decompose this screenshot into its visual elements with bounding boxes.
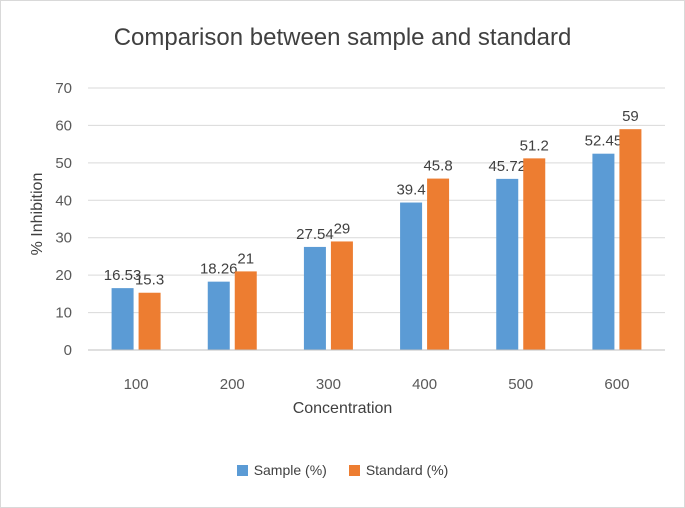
bar <box>400 202 423 350</box>
data-label: 15.3 <box>135 272 164 289</box>
x-axis-label: Concentration <box>292 400 393 417</box>
y-tick-label: 70 <box>55 80 72 97</box>
data-label: 29 <box>334 220 351 237</box>
y-tick-label: 10 <box>55 305 72 322</box>
x-tick-label: 300 <box>316 376 341 393</box>
bar <box>234 271 257 350</box>
data-label: 52.45 <box>585 133 623 150</box>
data-label: 51.2 <box>520 137 549 154</box>
bar <box>330 241 353 350</box>
data-label: 16.53 <box>104 267 142 284</box>
x-tick-label: 400 <box>412 376 437 393</box>
y-tick-label: 50 <box>55 155 72 172</box>
data-label: 45.72 <box>488 158 526 175</box>
bar <box>427 178 450 350</box>
y-tick-label: 30 <box>55 230 72 247</box>
legend-swatch-standard <box>348 464 360 476</box>
chart-title: Comparison between sample and standard <box>113 24 572 51</box>
bar <box>138 292 161 350</box>
bar <box>592 153 615 350</box>
legend-swatch-sample <box>236 464 248 476</box>
data-label: 59 <box>622 108 639 125</box>
legend-label-sample: Sample (%) <box>253 462 327 478</box>
data-label: 27.54 <box>296 226 334 243</box>
data-label: 45.8 <box>423 158 452 175</box>
legend-item-standard: Standard (%) <box>348 462 449 478</box>
x-tick-label: 200 <box>220 376 245 393</box>
legend: Sample (%) Standard (%) <box>0 462 685 478</box>
x-tick-label: 100 <box>124 376 149 393</box>
y-tick-label: 60 <box>55 117 72 134</box>
bar <box>111 288 134 350</box>
bar <box>619 129 642 350</box>
y-tick-label: 0 <box>64 342 72 359</box>
y-tick-label: 20 <box>55 267 72 284</box>
bar <box>303 246 326 350</box>
x-tick-label: 600 <box>604 376 629 393</box>
legend-item-sample: Sample (%) <box>236 462 327 478</box>
data-label: 18.26 <box>200 261 238 278</box>
data-label: 39.4 <box>396 182 425 199</box>
legend-label-standard: Standard (%) <box>365 462 449 478</box>
x-tick-label: 500 <box>508 376 533 393</box>
bar <box>207 281 230 350</box>
bar <box>496 178 519 350</box>
bar <box>523 158 546 350</box>
data-label: 21 <box>237 250 254 267</box>
y-tick-label: 40 <box>55 192 72 209</box>
